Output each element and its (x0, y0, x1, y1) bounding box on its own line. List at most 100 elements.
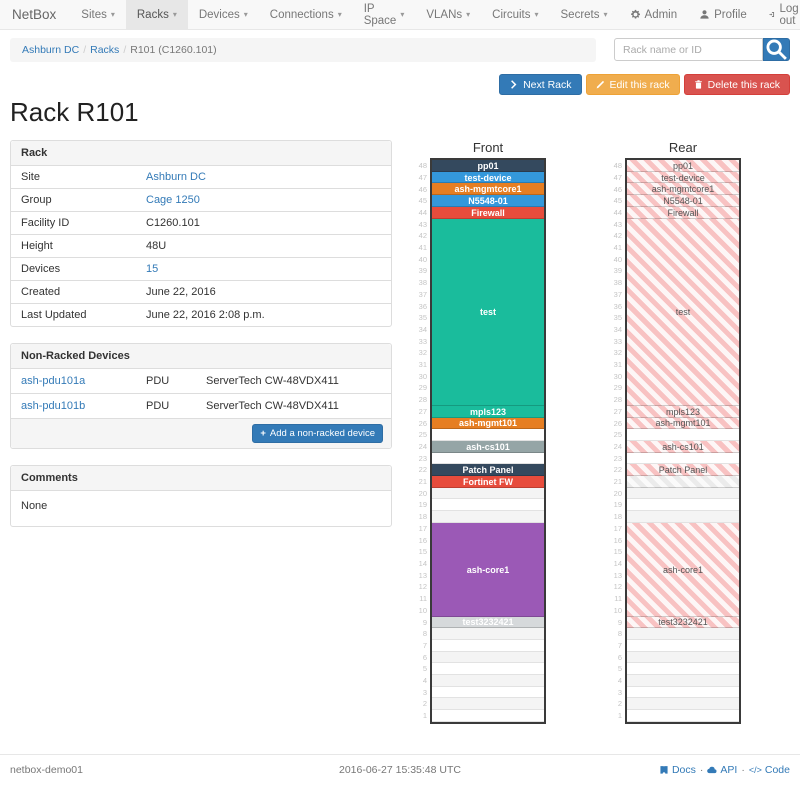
unit-number: 23 (613, 453, 622, 463)
edit-rack-button[interactable]: Edit this rack (585, 74, 680, 95)
nav-item-admin[interactable]: Admin (619, 0, 689, 29)
rack-unit-device[interactable]: test-device (627, 171, 739, 184)
attr-label: Height (11, 234, 136, 258)
rack-unit-device[interactable]: ash-mgmt101 (627, 417, 739, 430)
plus-icon: + (260, 428, 266, 439)
unit-number: 5 (617, 664, 622, 674)
nav-item-profile[interactable]: Profile (688, 0, 758, 29)
unit-number: 19 (613, 500, 622, 510)
nav-item-label: Racks (136, 8, 169, 21)
unit-number: 12 (418, 582, 427, 592)
api-link[interactable]: API (707, 764, 737, 776)
rack-unit-device[interactable]: test3232421 (432, 616, 544, 629)
breadcrumb-link[interactable]: Racks (90, 44, 120, 56)
device-role: PDU (136, 393, 196, 418)
unit-number: 34 (418, 324, 427, 334)
unit-number: 10 (418, 605, 427, 615)
attr-value[interactable]: 15 (136, 257, 391, 281)
pencil-icon (596, 80, 604, 89)
attr-value[interactable]: Cage 1250 (136, 188, 391, 212)
unit-number: 44 (418, 207, 427, 217)
device-name-link[interactable]: ash-pdu101a (21, 375, 86, 387)
unit-number: 13 (418, 570, 427, 580)
docs-link[interactable]: Docs (659, 764, 696, 776)
attr-value: June 22, 2016 (136, 280, 391, 304)
nav-item-secrets[interactable]: Secrets ▾ (550, 0, 619, 29)
search-button[interactable] (763, 38, 790, 61)
attr-value[interactable]: Ashburn DC (146, 171, 206, 183)
rack-unit-device[interactable]: ash-core1 (432, 522, 544, 617)
rack-unit-device[interactable]: Fortinet FW (432, 476, 544, 488)
rack-unit-device[interactable]: Patch Panel (432, 464, 544, 477)
add-non-racked-device-button[interactable]: + Add a non-racked device (252, 424, 383, 443)
chevron-down-icon: ▾ (110, 10, 115, 19)
rack-unit-device[interactable]: Firewall (432, 206, 544, 219)
brand-link[interactable]: NetBox (12, 7, 57, 22)
rack-unit-device[interactable]: ash-mgmtcore1 (432, 183, 544, 196)
nav-item-sites[interactable]: Sites ▾ (70, 0, 126, 29)
nav-item-vlans[interactable]: VLANs ▾ (415, 0, 481, 29)
device-name-link[interactable]: ash-pdu101b (11, 393, 136, 418)
search-input[interactable] (614, 38, 763, 61)
breadcrumb: Ashburn DC / Racks / R101 (C1260.101) (10, 38, 596, 62)
cloud-icon (707, 766, 717, 773)
rack-unit-device[interactable]: N5548-01 (627, 195, 739, 207)
attr-value: 48U (136, 234, 391, 258)
rack-front: Front 48 47 46 45 44 43 42 41 40 39 38 37 36 35 34 33 32… (416, 140, 546, 724)
rack-unit-device[interactable]: test3232421 (627, 616, 739, 629)
unit-number: 39 (418, 266, 427, 276)
unit-number: 22 (613, 465, 622, 475)
nav-item-devices[interactable]: Devices ▾ (188, 0, 259, 29)
attr-label: Created (11, 280, 136, 304)
nav-item-connections[interactable]: Connections ▾ (259, 0, 353, 29)
attr-value: June 22, 2016 2:08 p.m. (136, 303, 391, 326)
nav-item-label: Connections (269, 8, 334, 21)
rack-unit-device[interactable]: ash-mgmt101 (432, 417, 544, 430)
unit-number: 28 (613, 395, 622, 405)
nav-item-label: Devices (198, 8, 240, 21)
rack-unit-device[interactable]: pp01 (627, 160, 739, 172)
api-label: API (720, 763, 738, 776)
rack-unit-empty (432, 675, 544, 687)
rack-unit-device[interactable]: N5548-01 (432, 195, 544, 207)
rack-unit-device[interactable]: test (627, 218, 739, 406)
chevron-right-icon (511, 80, 517, 89)
unit-number: 30 (418, 371, 427, 381)
nav-right: Admin Profile Log out (619, 0, 800, 29)
rack-unit-device[interactable]: mpls123 (627, 405, 739, 418)
unit-number: 38 (418, 278, 427, 288)
next-rack-button[interactable]: Next Rack (499, 74, 582, 95)
logout-icon (769, 11, 774, 18)
rack-unit-device[interactable]: ash-cs101 (432, 440, 544, 453)
unit-number: 27 (613, 406, 622, 416)
nav-item-racks[interactable]: Racks ▾ (125, 0, 188, 29)
nav-item-ip-space[interactable]: IP Space ▾ (353, 0, 416, 29)
rack-unit-device[interactable]: test-device (432, 171, 544, 184)
rack-unit-device[interactable]: mpls123 (432, 405, 544, 418)
table-row: Group Cage 1250 (11, 188, 391, 212)
breadcrumb-link[interactable]: Ashburn DC (22, 44, 80, 56)
unit-number: 13 (613, 570, 622, 580)
unit-number: 21 (418, 477, 427, 487)
unit-number: 36 (613, 301, 622, 311)
unit-number: 12 (613, 582, 622, 592)
rack-unit-device[interactable]: Patch Panel (627, 464, 739, 477)
unit-number: 27 (418, 406, 427, 416)
code-link[interactable]: </> Code (749, 764, 790, 776)
rack-unit-device[interactable]: pp01 (432, 160, 544, 172)
nav-item-log-out[interactable]: Log out (758, 0, 800, 29)
rack-unit-device[interactable]: test (432, 218, 544, 406)
rack-unit-device[interactable]: ash-cs101 (627, 440, 739, 453)
action-buttons: Next Rack Edit this rack Delete this rac… (10, 74, 790, 95)
rack-unit-device[interactable]: ash-mgmtcore1 (627, 183, 739, 196)
unit-number: 1 (617, 711, 622, 721)
comments-body: None (21, 500, 48, 512)
rack-unit-device[interactable]: ash-core1 (627, 522, 739, 617)
delete-rack-button[interactable]: Delete this rack (683, 74, 790, 95)
add-non-racked-label: Add a non-racked device (269, 428, 375, 439)
unit-number: 10 (613, 605, 622, 615)
attr-label: Group (11, 188, 136, 212)
unit-number: 22 (418, 465, 427, 475)
nav-item-circuits[interactable]: Circuits ▾ (481, 0, 549, 29)
rack-unit-device[interactable]: Firewall (627, 206, 739, 219)
